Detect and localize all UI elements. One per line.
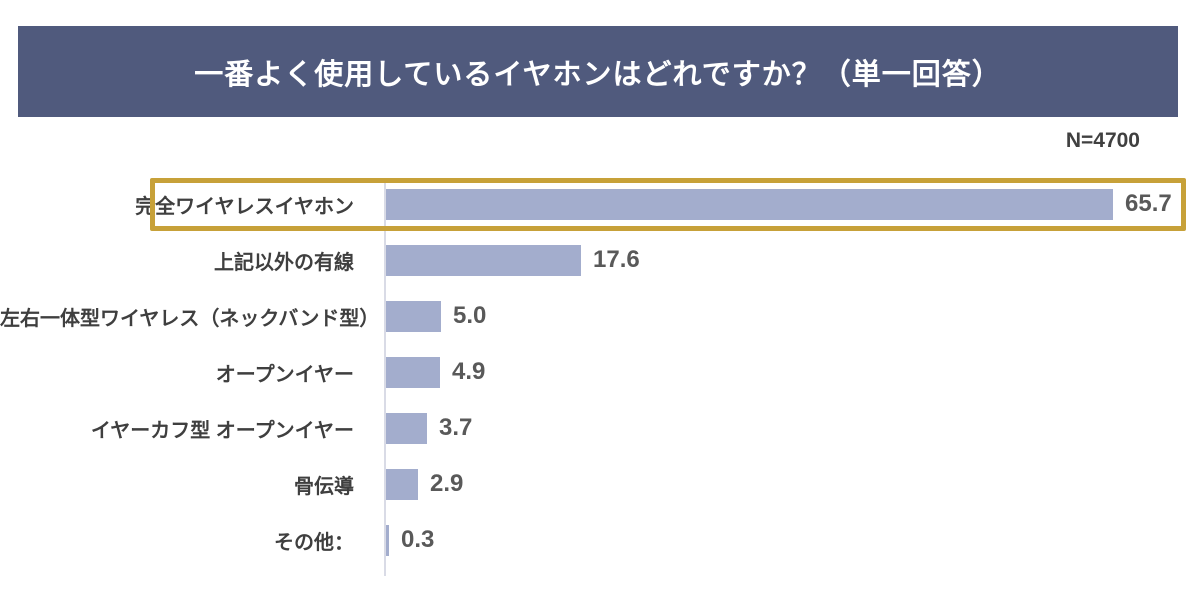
sample-size-label: N=4700: [1065, 129, 1140, 152]
value-label: 5.0: [453, 302, 487, 329]
category-label: オープンイヤー: [215, 363, 354, 386]
bar: [386, 356, 440, 388]
category-label: イヤーカフ型 オープンイヤー: [90, 419, 354, 442]
category-label: その他：: [274, 531, 354, 554]
bar-chart: 完全ワイヤレスイヤホン 65.7 上記以外の有線 17.6 左右一体型ワイヤレス（ネック…: [0, 176, 1200, 576]
bar: [386, 300, 441, 332]
bar: [386, 244, 581, 276]
bar-row: 上記以外の有線 17.6: [0, 232, 1200, 288]
category-label: 完全ワイヤレスイヤホン: [135, 195, 354, 218]
bar: [386, 188, 1113, 220]
category-label: 骨伝導: [294, 475, 354, 498]
bar-track: 0.3: [386, 512, 1200, 568]
bar-row: その他： 0.3: [0, 512, 1200, 568]
chart-title: 一番よく使用しているイヤホンはどれですか？（単一回答）: [194, 58, 1002, 91]
bar-track: 65.7: [386, 176, 1200, 232]
bar-track: 3.7: [386, 400, 1200, 456]
value-label: 17.6: [593, 246, 640, 273]
category-label: 上記以外の有線: [214, 251, 354, 274]
value-label: 4.9: [452, 358, 486, 385]
bar-row: イヤーカフ型 オープンイヤー 3.7: [0, 400, 1200, 456]
value-label: 65.7: [1125, 190, 1172, 217]
bar-rows: 完全ワイヤレスイヤホン 65.7 上記以外の有線 17.6 左右一体型ワイヤレス（ネック…: [0, 176, 1200, 568]
bar-track: 4.9: [386, 344, 1200, 400]
bar-row: 左右一体型ワイヤレス（ネックバンド型） 5.0: [0, 288, 1200, 344]
bar: [386, 524, 389, 556]
value-label: 0.3: [401, 526, 435, 553]
value-label: 2.9: [430, 470, 464, 497]
bar-row: オープンイヤー 4.9: [0, 344, 1200, 400]
bar-row: 完全ワイヤレスイヤホン 65.7: [0, 176, 1200, 232]
bar-track: 17.6: [386, 232, 1200, 288]
bar: [386, 412, 427, 444]
value-label: 3.7: [439, 414, 473, 441]
bar: [386, 468, 418, 500]
axis-baseline: [384, 180, 386, 576]
category-label: 左右一体型ワイヤレス（ネックバンド型）: [0, 307, 380, 330]
bar-track: 5.0: [386, 288, 1200, 344]
chart-title-banner: 一番よく使用しているイヤホンはどれですか？（単一回答）: [18, 26, 1178, 117]
bar-track: 2.9: [386, 456, 1200, 512]
bar-row: 骨伝導 2.9: [0, 456, 1200, 512]
